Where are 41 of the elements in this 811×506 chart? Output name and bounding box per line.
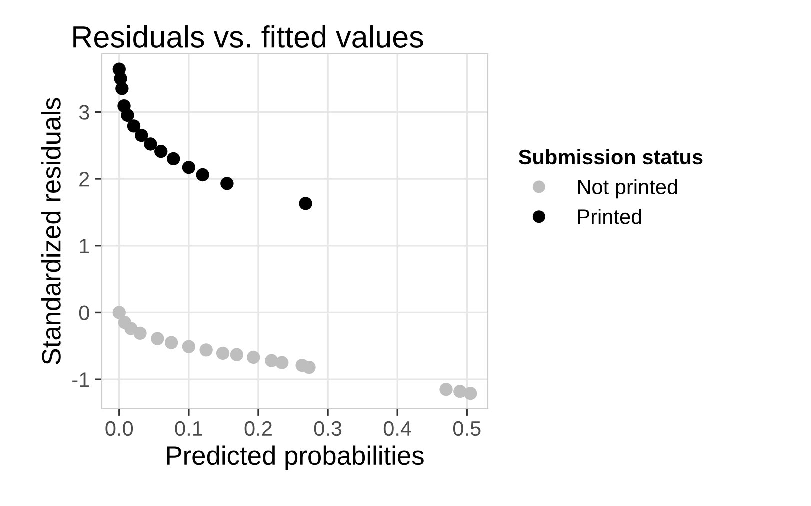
point [196, 168, 210, 182]
point [112, 306, 126, 320]
x-tick-label: 0.1 [175, 421, 202, 436]
x-tick-label: 0.0 [106, 421, 134, 436]
x-tick-label: 0.5 [453, 421, 481, 436]
point [135, 128, 148, 142]
x-tick-label: 0.4 [384, 421, 412, 436]
legend-label: Not printed [578, 179, 678, 199]
legend-label: Printed [578, 209, 642, 224]
point [134, 326, 147, 340]
point [247, 350, 260, 364]
y-tick-label: 1 [80, 239, 90, 254]
point [121, 108, 134, 122]
point [302, 360, 316, 374]
point [230, 348, 244, 362]
y-tick-label: 2 [80, 172, 90, 187]
x-tick-label: 0.3 [314, 421, 342, 436]
y-tick-label: -1 [72, 372, 90, 388]
point [154, 145, 168, 158]
point [440, 383, 453, 396]
x-tick-label: 0.2 [244, 421, 272, 436]
point [200, 344, 213, 357]
chart-title: Residuals vs. fitted values [74, 26, 424, 48]
point [182, 161, 196, 174]
point [127, 120, 141, 133]
point [220, 177, 234, 190]
point [464, 387, 478, 400]
legend-title: Submission status [518, 149, 703, 165]
y-tick-label: 3 [79, 105, 90, 120]
point [182, 340, 196, 354]
y-axis-title: Standardized residuals [42, 98, 61, 365]
x-axis-title: Predicted probabilities [167, 446, 424, 470]
y-tick-label: 0 [79, 306, 90, 320]
point [299, 197, 312, 210]
point [144, 138, 158, 151]
point [116, 82, 129, 96]
point [151, 332, 164, 346]
point [164, 336, 178, 350]
point [216, 346, 230, 360]
point [167, 152, 180, 166]
point [276, 356, 289, 370]
